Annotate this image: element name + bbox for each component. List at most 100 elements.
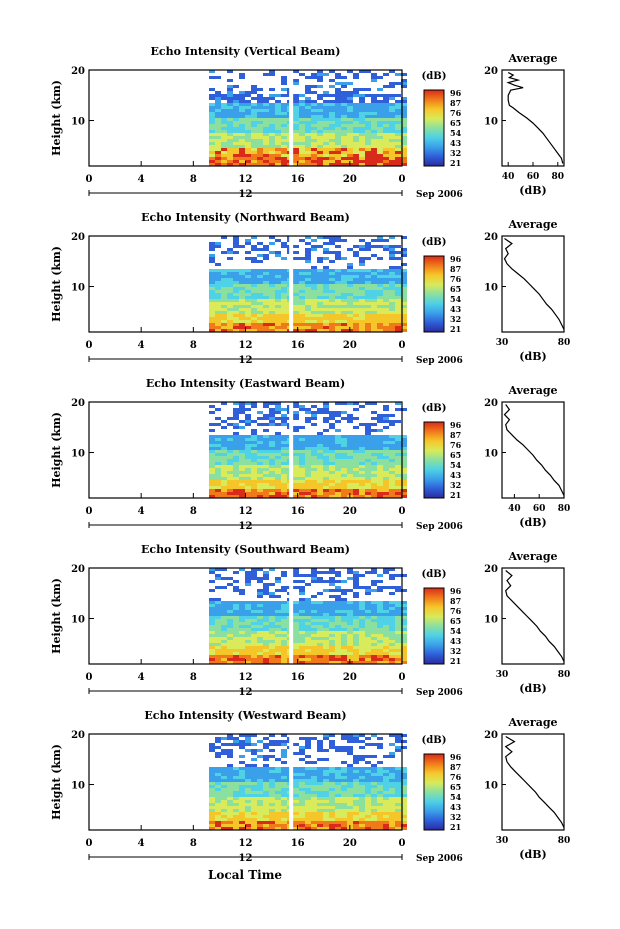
heatmap-cell: [323, 411, 329, 414]
heatmap-cell: [293, 130, 299, 133]
heatmap-cell: [221, 94, 227, 97]
heatmap-cell: [353, 619, 359, 622]
heatmap-cell: [227, 70, 233, 73]
heatmap-cell: [257, 444, 263, 447]
heatmap-cell: [323, 299, 329, 302]
heatmap-cell: [329, 815, 335, 818]
heatmap-cell: [263, 456, 269, 459]
heatmap-cell: [251, 637, 257, 640]
heatmap-cell: [395, 82, 401, 85]
heatmap-cell: [329, 411, 335, 414]
heatmap-cell: [347, 299, 353, 302]
heatmap-cell: [299, 438, 305, 441]
heatmap-cell: [269, 284, 275, 287]
heatmap-cell: [215, 305, 221, 308]
heatmap-cell: [347, 118, 353, 121]
heatmap-cell: [251, 91, 257, 94]
heatmap-cell: [353, 471, 359, 474]
heatmap-cell: [299, 809, 305, 812]
heatmap-cell: [347, 121, 353, 124]
x-tick-label: 20: [343, 506, 357, 517]
heatmap-cell: [353, 583, 359, 586]
heatmap-cell: [317, 743, 323, 746]
heatmap-cell: [395, 486, 401, 489]
heatmap-cell: [263, 109, 269, 112]
heatmap-cell: [377, 88, 383, 91]
heatmap-cell: [221, 631, 227, 634]
heatmap-cell: [251, 758, 257, 761]
heatmap-cell: [317, 139, 323, 142]
heatmap-cell: [305, 622, 311, 625]
heatmap-cell: [257, 492, 263, 495]
heatmap-cell: [263, 299, 269, 302]
heatmap-cell: [239, 121, 245, 124]
heatmap-cell: [257, 317, 263, 320]
heatmap-cell: [401, 293, 407, 296]
heatmap-cell: [221, 121, 227, 124]
heatmap-cell: [395, 444, 401, 447]
heatmap-cell: [371, 459, 377, 462]
heatmap-cell: [389, 115, 395, 118]
colorbar-tick-label: 87: [450, 430, 461, 440]
heatmap-cell: [335, 239, 341, 242]
heatmap-cell: [347, 112, 353, 115]
heatmap-cell: [245, 640, 251, 643]
heatmap-cell: [347, 815, 353, 818]
heatmap-cell: [275, 797, 281, 800]
heatmap-cell: [251, 118, 257, 121]
heatmap-cell: [257, 776, 263, 779]
heatmap-cell: [329, 803, 335, 806]
heatmap-cell: [257, 88, 263, 91]
heatmap-cell: [377, 308, 383, 311]
heatmap-cell: [257, 272, 263, 275]
heatmap-cell: [329, 595, 335, 598]
heatmap-cell: [335, 444, 341, 447]
heatmap-cell: [245, 489, 251, 492]
heatmap-cell: [251, 290, 257, 293]
heatmap-cell: [239, 794, 245, 797]
heatmap-cell: [389, 577, 395, 580]
heatmap-cell: [335, 115, 341, 118]
heatmap-cell: [209, 607, 215, 610]
heatmap-cell: [335, 794, 341, 797]
heatmap-cell: [227, 794, 233, 797]
heatmap-cell: [317, 447, 323, 450]
heatmap-cell: [257, 483, 263, 486]
heatmap-cell: [239, 284, 245, 287]
heatmap-cell: [275, 779, 281, 782]
heatmap-cell: [323, 643, 329, 646]
colorbar-tick-label: 96: [450, 752, 462, 762]
colorbar-tick-label: 43: [450, 138, 462, 148]
heatmap-cell: [371, 269, 377, 272]
heatmap-cell: [377, 284, 383, 287]
heatmap-cell: [341, 317, 347, 320]
heatmap-cell: [299, 598, 305, 601]
heatmap-cell: [245, 438, 251, 441]
heatmap-cell: [323, 571, 329, 574]
heatmap-cell: [221, 145, 227, 148]
heatmap-cell: [263, 151, 269, 154]
heatmap-cell: [305, 438, 311, 441]
heatmap-cell: [251, 299, 257, 302]
heatmap-cell: [335, 136, 341, 139]
heatmap-cell: [293, 284, 299, 287]
heatmap-cell: [215, 112, 221, 115]
heatmap-cell: [275, 776, 281, 779]
heatmap-cell: [365, 160, 371, 163]
heatmap-cell: [395, 655, 401, 658]
heatmap-cell: [233, 94, 239, 97]
heatmap-cell: [239, 797, 245, 800]
heatmap-cell: [323, 815, 329, 818]
heatmap-cell: [209, 275, 215, 278]
heatmap-cell: [389, 607, 395, 610]
heatmap-cell: [293, 311, 299, 314]
heatmap-cell: [263, 758, 269, 761]
heatmap-cell: [353, 661, 359, 664]
heatmap-cell: [311, 462, 317, 465]
heatmap-cell: [275, 136, 281, 139]
heatmap-cell: [251, 278, 257, 281]
heatmap-cell: [269, 236, 275, 239]
heatmap-cell: [383, 73, 389, 76]
heatmap-cell: [227, 299, 233, 302]
heatmap-cell: [311, 776, 317, 779]
